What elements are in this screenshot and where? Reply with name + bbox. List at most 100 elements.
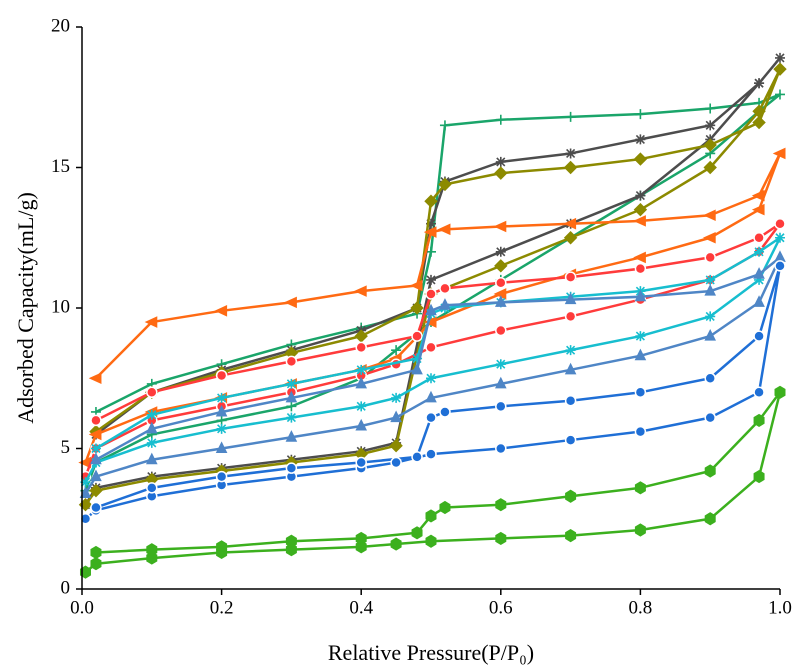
marker <box>423 226 437 238</box>
marker <box>495 156 506 167</box>
marker <box>564 394 577 407</box>
marker <box>634 289 647 302</box>
marker <box>564 362 577 375</box>
marker <box>633 202 648 217</box>
marker <box>751 189 765 202</box>
marker <box>90 452 102 465</box>
marker <box>494 376 507 389</box>
marker <box>775 52 785 63</box>
marker <box>216 415 227 426</box>
marker <box>635 109 646 120</box>
marker <box>412 353 423 364</box>
marker <box>356 364 367 375</box>
marker <box>634 262 647 275</box>
marker <box>425 341 437 354</box>
series <box>79 217 786 483</box>
marker <box>146 437 157 448</box>
marker <box>89 483 103 498</box>
marker <box>704 372 716 384</box>
marker <box>146 409 157 420</box>
marker <box>285 390 298 403</box>
x-tick-label: 0.6 <box>489 597 513 618</box>
marker <box>426 373 436 384</box>
x-tick-label: 0.8 <box>629 597 653 618</box>
y-tick-label: 5 <box>61 437 71 458</box>
marker <box>754 246 765 257</box>
marker <box>494 166 508 180</box>
marker <box>565 529 577 543</box>
marker <box>753 470 765 484</box>
marker <box>495 531 507 546</box>
x-tick-label: 0.0 <box>70 597 94 618</box>
marker <box>754 78 765 89</box>
marker <box>390 537 402 551</box>
marker <box>705 274 716 285</box>
y-axis-title: Adsorbed Capacity(mL/g) <box>13 192 38 424</box>
marker <box>754 274 765 285</box>
marker <box>389 438 403 453</box>
marker <box>702 209 716 222</box>
marker <box>495 400 507 413</box>
marker <box>79 513 92 525</box>
marker <box>702 231 716 244</box>
marker <box>411 362 423 375</box>
marker <box>563 217 577 230</box>
marker <box>495 359 506 370</box>
marker <box>355 456 367 469</box>
marker <box>774 217 786 230</box>
marker <box>356 401 367 412</box>
series-line <box>84 236 782 483</box>
marker <box>90 414 102 427</box>
marker <box>411 330 423 342</box>
marker <box>411 451 423 463</box>
marker <box>774 250 786 262</box>
marker <box>704 464 716 478</box>
marker <box>146 482 158 494</box>
marker <box>704 284 717 296</box>
marker <box>216 423 227 434</box>
marker <box>565 111 576 122</box>
marker <box>216 540 228 554</box>
series-line <box>84 264 782 520</box>
marker <box>353 285 367 297</box>
marker <box>774 385 786 399</box>
series <box>79 385 786 579</box>
marker <box>411 526 423 540</box>
marker <box>633 152 648 166</box>
marker <box>79 565 91 579</box>
marker <box>495 114 506 125</box>
marker <box>88 428 102 441</box>
marker <box>751 203 765 216</box>
marker <box>703 160 717 175</box>
marker <box>753 386 765 399</box>
marker <box>424 194 438 208</box>
marker <box>495 442 507 455</box>
marker <box>146 543 158 557</box>
marker <box>704 251 716 264</box>
marker <box>753 413 765 427</box>
marker <box>215 404 228 417</box>
marker <box>391 392 402 403</box>
marker <box>565 489 577 503</box>
x-tick-label: 1.0 <box>768 597 792 618</box>
marker <box>563 160 578 175</box>
x-tick-label: 0.4 <box>349 597 373 618</box>
marker <box>704 328 717 341</box>
marker <box>493 220 507 233</box>
marker <box>774 260 786 272</box>
marker <box>286 378 297 389</box>
series <box>79 250 786 498</box>
marker <box>286 412 297 423</box>
marker <box>146 386 158 399</box>
marker <box>705 120 716 131</box>
marker <box>752 115 766 130</box>
marker <box>90 443 101 454</box>
marker <box>390 410 402 423</box>
marker <box>145 452 158 465</box>
marker <box>355 341 367 354</box>
marker <box>391 345 402 356</box>
marker <box>426 218 436 229</box>
marker <box>439 406 451 418</box>
series <box>80 232 785 488</box>
marker <box>425 411 437 424</box>
